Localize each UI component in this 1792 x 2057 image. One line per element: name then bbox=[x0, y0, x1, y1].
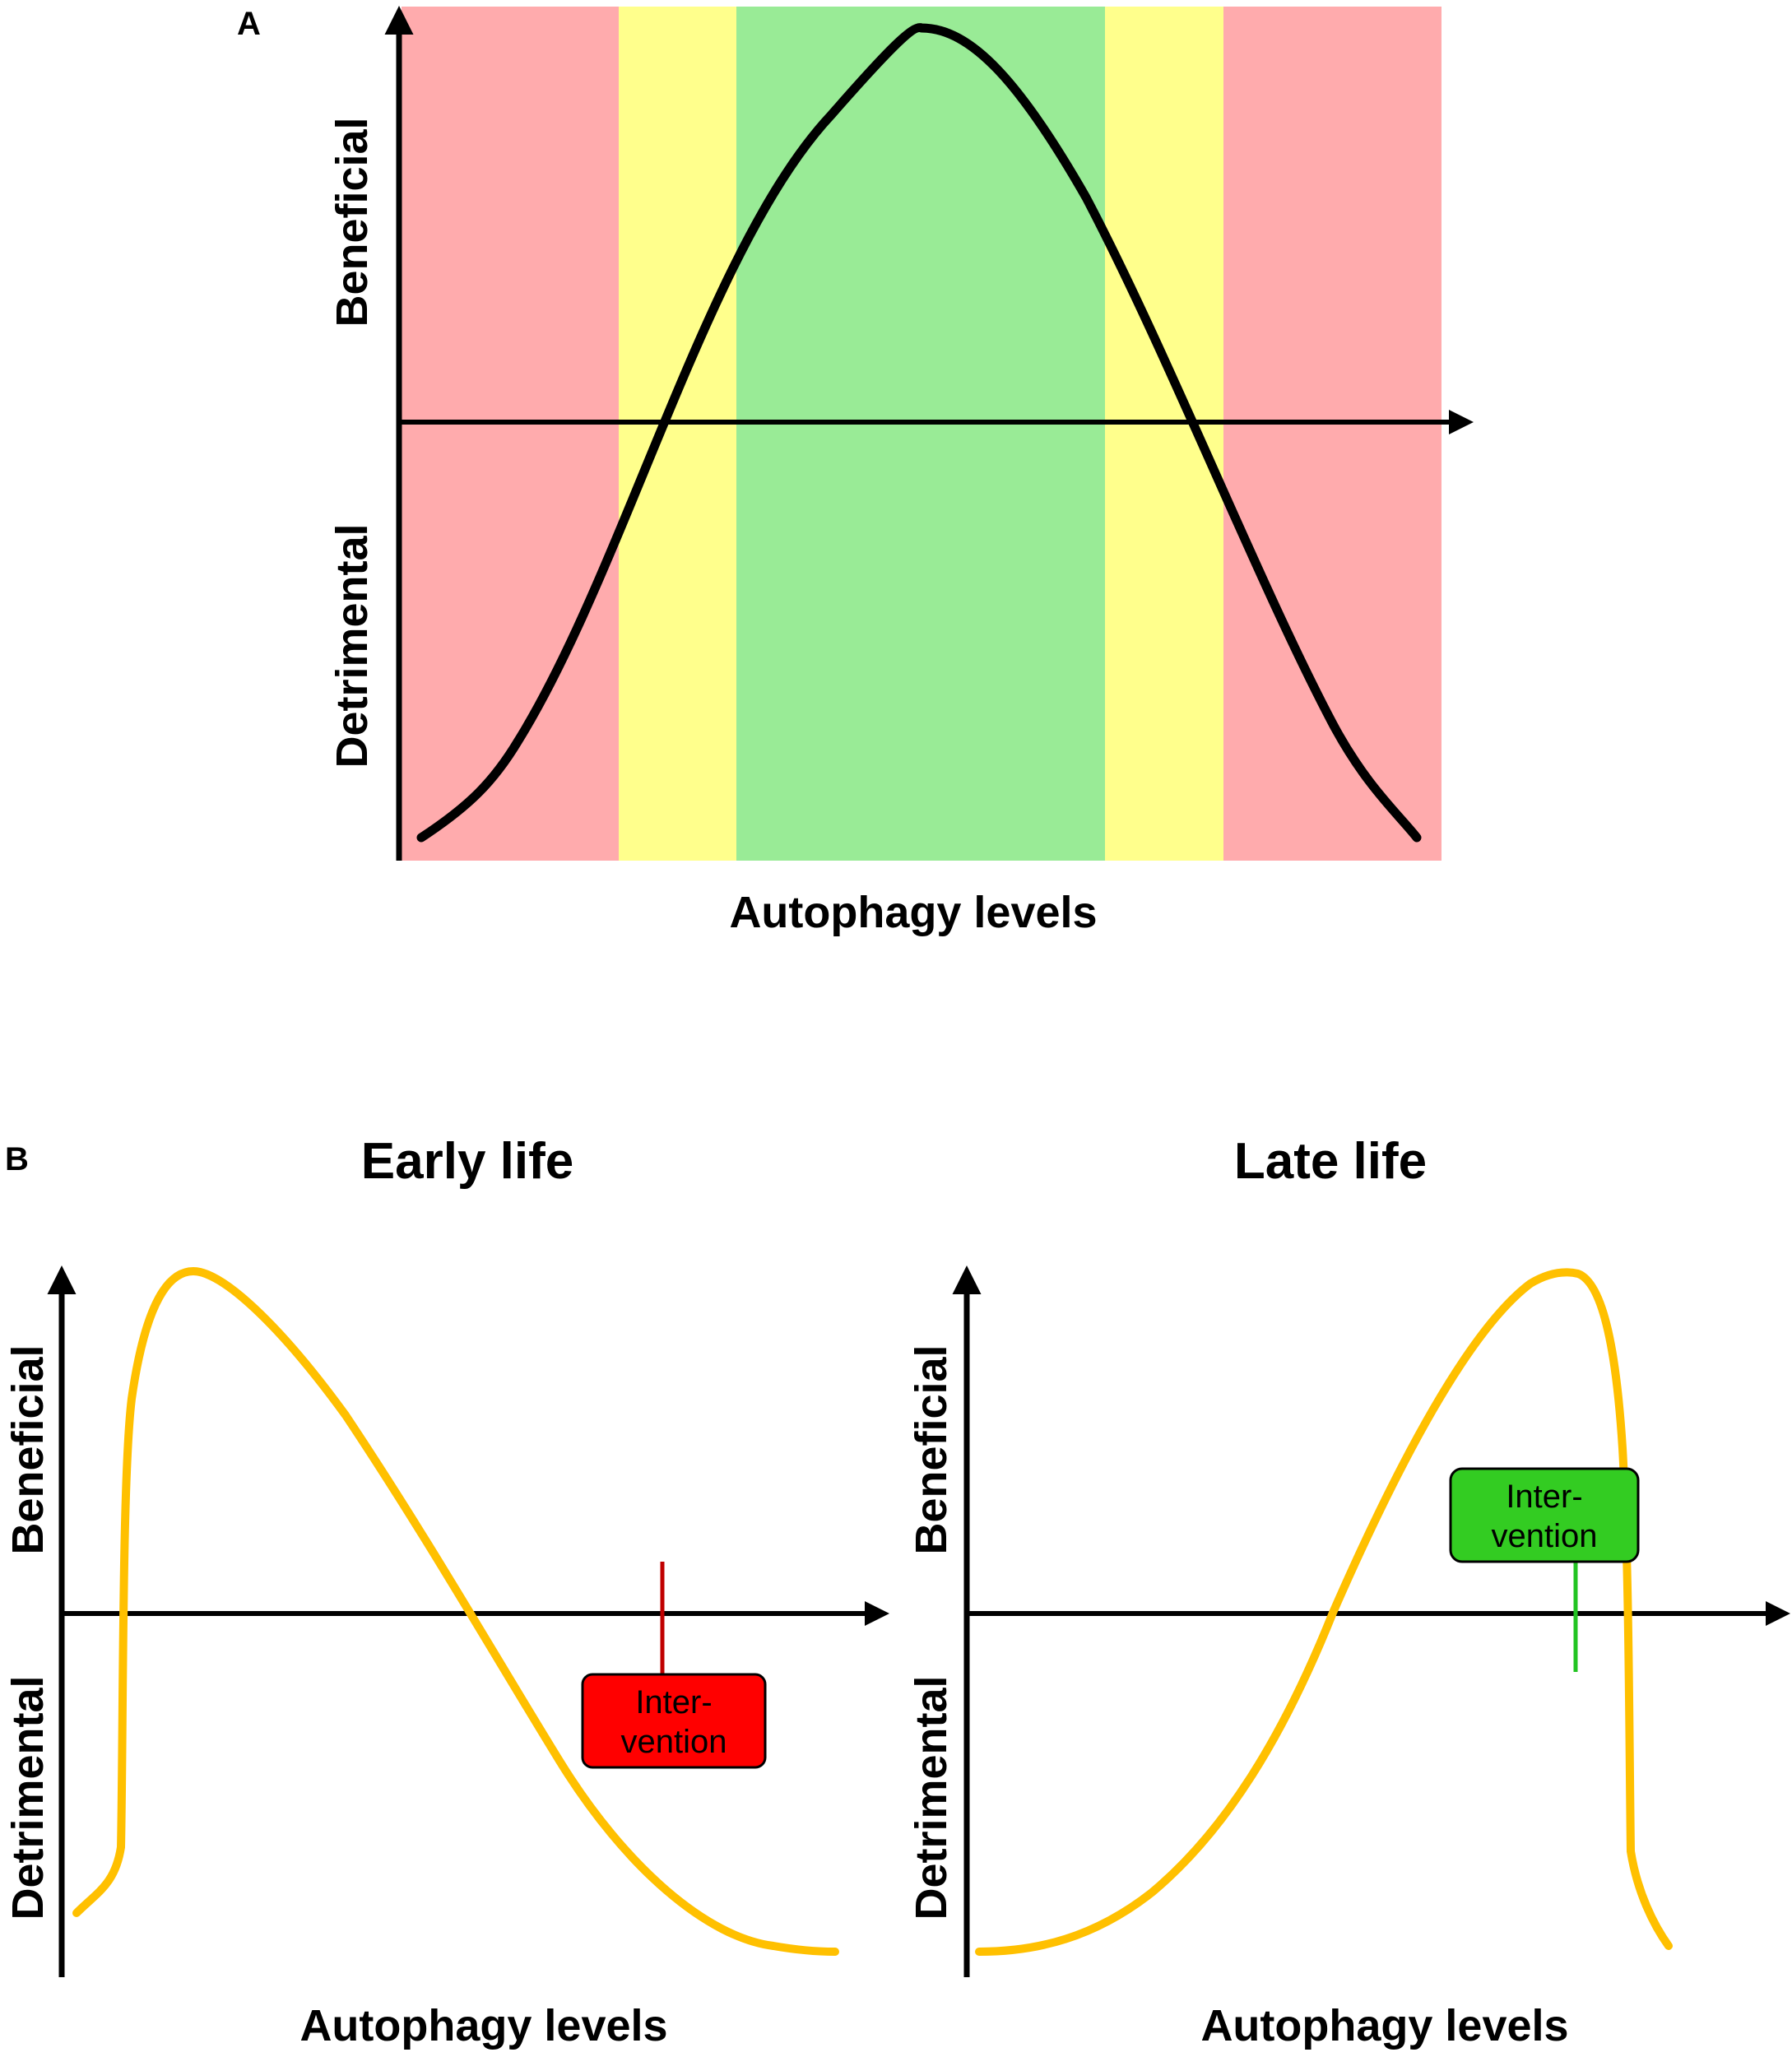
late-life-curve bbox=[975, 1268, 1673, 1956]
early-intervention-box bbox=[581, 1673, 767, 1769]
early-y-label-detrimental: Detrimental bbox=[3, 1675, 53, 1920]
early-y-label-beneficial: Beneficial bbox=[3, 1344, 53, 1554]
late-y-label-detrimental: Detrimental bbox=[907, 1675, 956, 1920]
early-x-label: Autophagy levels bbox=[299, 2001, 667, 2050]
panel-a: A Beneficial Detrimental Autophagy level… bbox=[237, 6, 1474, 937]
panel-a-y-label-beneficial: Beneficial bbox=[327, 117, 377, 327]
panel-a-bell-curve bbox=[416, 23, 1422, 843]
late-intervention-line2: vention bbox=[1492, 1518, 1598, 1554]
early-life-chart: Early life Inter- vention Beneficial Det… bbox=[3, 1133, 889, 2050]
late-intervention-box bbox=[1449, 1467, 1640, 1563]
panel-a-letter: A bbox=[237, 6, 261, 42]
late-life-chart: Late life Inter- vention Beneficial Detr… bbox=[907, 1133, 1790, 2050]
late-life-title: Late life bbox=[1234, 1133, 1427, 1190]
panel-b: B Early life Inter- vention Beneficial D… bbox=[3, 1133, 1790, 2050]
panel-a-y-label-detrimental: Detrimental bbox=[327, 523, 377, 768]
early-intervention-line1: Inter- bbox=[635, 1684, 712, 1720]
panel-b-letter: B bbox=[5, 1141, 29, 1177]
zone-left-red bbox=[402, 7, 619, 861]
late-y-label-beneficial: Beneficial bbox=[907, 1344, 956, 1554]
late-intervention-line1: Inter- bbox=[1506, 1479, 1582, 1515]
late-x-label: Autophagy levels bbox=[1200, 2001, 1568, 2050]
early-life-curve bbox=[72, 1267, 839, 1956]
zone-right-yellow bbox=[1105, 7, 1223, 861]
early-life-title: Early life bbox=[361, 1133, 573, 1190]
zone-left-yellow bbox=[619, 7, 736, 861]
panel-a-x-label: Autophagy levels bbox=[729, 888, 1097, 937]
early-intervention-line2: vention bbox=[621, 1724, 727, 1760]
